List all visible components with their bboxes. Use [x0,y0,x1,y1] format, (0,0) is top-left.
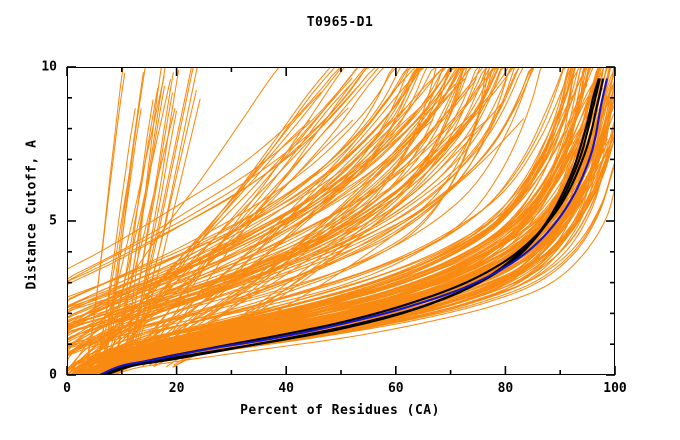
curve [129,67,443,366]
curve [114,99,154,365]
y-axis-label: Distance Cutoff, A [24,139,40,290]
curve [67,67,487,375]
curve [67,67,514,375]
curve [85,72,126,363]
curve [67,67,491,375]
curve [97,67,148,359]
curve [67,67,556,375]
curve [67,67,505,375]
curve [112,154,615,375]
curve [67,67,510,375]
curve [67,67,529,375]
curve [142,83,456,367]
x-tick-label-20: 20 [168,381,185,396]
curve [67,67,499,375]
curve [67,67,526,375]
x-tick-label-40: 40 [278,381,295,396]
curve [173,67,526,366]
curve [128,67,196,356]
curve [131,67,483,366]
y-tick-label-10: 10 [41,59,57,75]
x-tick-label-0: 0 [63,381,71,396]
curve [133,98,201,359]
curve [67,67,548,375]
curve [67,67,476,375]
curve [67,67,501,375]
curve [104,79,171,358]
curve [67,67,478,375]
x-axis-label: Percent of Residues (CA) [240,403,440,418]
curves-svg [67,67,615,375]
curve [133,67,201,356]
curve [67,67,531,375]
curve [118,118,394,365]
curve [102,67,378,362]
y-tick-label-5: 5 [49,213,57,229]
curve [104,78,600,375]
curve [67,67,555,375]
curve [67,71,578,375]
curve [107,88,159,361]
curve [77,67,594,375]
curve [67,67,535,375]
curve [67,67,550,375]
curve [105,67,381,363]
curve [67,67,540,375]
curve [67,67,538,375]
curve [114,85,165,361]
y-tick-label-0: 0 [49,367,57,383]
curve [67,67,558,375]
chart-title: T0965-D1 [306,15,374,30]
curve [67,67,528,375]
curve [106,67,459,366]
curve [115,87,468,367]
curve [97,75,165,357]
curve [67,67,574,375]
curve [126,67,194,356]
plot-canvas [67,67,615,375]
curve [153,98,506,367]
series-group [67,67,615,375]
curve [141,67,368,366]
curve [85,67,362,362]
curve [73,93,590,375]
curve [67,67,485,375]
curve [149,67,376,366]
curve [124,79,477,367]
curve [67,67,460,375]
curve [130,107,406,365]
curve [149,67,502,366]
curve [127,81,354,367]
curve [98,78,608,375]
curve [123,72,174,360]
curve [89,67,403,366]
curve [130,89,197,358]
curve [67,67,518,375]
curve [67,67,536,375]
curve [67,67,476,375]
x-tick-label-100: 100 [603,381,627,396]
curve [108,108,176,359]
curve [77,119,354,365]
curve [67,67,482,375]
curve [67,67,511,375]
x-tick-label-60: 60 [387,381,404,396]
curve [77,77,353,364]
x-tick-label-80: 80 [497,381,514,396]
curve [172,118,525,368]
curve [67,67,468,375]
curve [111,67,426,366]
curve [67,67,470,375]
curve [110,67,337,366]
curve [124,113,476,368]
curve [104,71,144,363]
curve [67,67,465,375]
